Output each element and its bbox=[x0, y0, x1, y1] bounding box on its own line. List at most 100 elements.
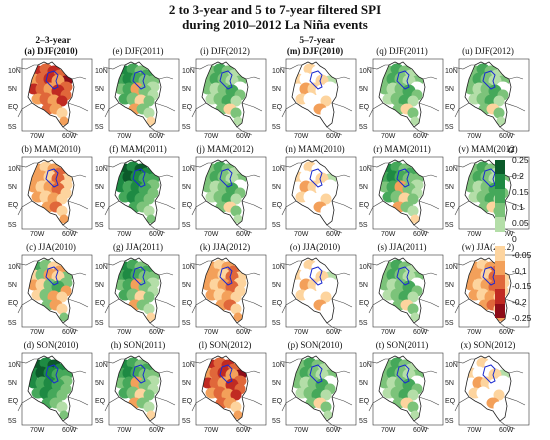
spi-cell bbox=[493, 95, 505, 107]
lon-tick-label: 60W bbox=[62, 427, 77, 434]
border-line bbox=[504, 200, 526, 210]
spi-cell bbox=[143, 107, 155, 119]
basin-outline bbox=[396, 364, 410, 384]
spi-map: 10N 5N EQ 5S 70W 60W bbox=[272, 352, 357, 434]
basin-outline bbox=[309, 70, 323, 90]
lon-tick-label: 70W bbox=[30, 231, 45, 238]
spi-cell bbox=[496, 116, 506, 126]
panel-title: (p) SON(2010) bbox=[287, 340, 343, 350]
title-line-2: during 2010–2012 La Niña events bbox=[182, 17, 368, 32]
lat-tick-label: 10N bbox=[445, 362, 458, 369]
spi-cell bbox=[143, 291, 155, 303]
lat-tick-label: 5N bbox=[95, 86, 104, 93]
border-line bbox=[326, 322, 343, 332]
spi-cell bbox=[143, 389, 155, 401]
lon-tick-label: 60W bbox=[499, 133, 514, 140]
lon-tick-label: 70W bbox=[204, 231, 219, 238]
spi-map: 10N 5N EQ 5S 70W 60W bbox=[182, 156, 267, 238]
colorbar-symbol: σ bbox=[508, 141, 515, 156]
lat-tick-label: 5S bbox=[95, 320, 104, 327]
border-line bbox=[279, 162, 302, 168]
spi-map: 10N 5N EQ 5S 70W 60W bbox=[272, 156, 357, 238]
group-label-5-7-year: 5–7-year bbox=[299, 36, 335, 46]
map-panel-g: (g) JJA(2011) 10N 5N EQ 5S 70W 60W bbox=[95, 242, 181, 342]
map-panel-j: (j) MAM(2012) 10N 5N EQ 5S 70W 60W bbox=[182, 144, 268, 244]
basin-outline bbox=[219, 266, 233, 286]
lon-tick-label: 60W bbox=[326, 329, 341, 336]
colorbar-segment bbox=[495, 174, 505, 190]
spi-cell bbox=[493, 401, 505, 413]
border-line bbox=[418, 396, 440, 406]
spi-map: 10N 5N EQ 5S 70W 60W bbox=[8, 58, 93, 140]
border-line bbox=[67, 298, 89, 308]
border-line bbox=[236, 126, 253, 136]
border-line bbox=[241, 200, 263, 210]
basin-outline bbox=[309, 266, 323, 286]
spi-cell bbox=[143, 193, 155, 205]
border-line bbox=[508, 370, 524, 374]
lat-tick-label: EQ bbox=[272, 300, 283, 307]
country-outline bbox=[378, 159, 426, 226]
spi-cell bbox=[230, 291, 242, 303]
spi-cell bbox=[56, 107, 68, 119]
border-line bbox=[504, 102, 526, 112]
border-line bbox=[279, 260, 302, 266]
spi-cell bbox=[323, 312, 333, 322]
lat-tick-label: EQ bbox=[182, 202, 193, 209]
border-line bbox=[366, 64, 389, 70]
border-line bbox=[452, 358, 475, 364]
lat-tick-label: 5S bbox=[445, 418, 454, 425]
border-line bbox=[331, 200, 353, 210]
panel-title: (u) DJF(2012) bbox=[462, 46, 514, 56]
lat-tick-label: 10N bbox=[95, 264, 108, 271]
border-line bbox=[102, 162, 125, 168]
lat-tick-label: 5S bbox=[359, 320, 368, 327]
border-line bbox=[335, 370, 351, 374]
border-line bbox=[326, 420, 343, 430]
lat-tick-label: EQ bbox=[182, 104, 193, 111]
basin-outline bbox=[309, 364, 323, 384]
border-line bbox=[326, 126, 343, 136]
lat-tick-label: 5S bbox=[272, 124, 281, 131]
country-outline bbox=[114, 257, 162, 324]
spi-cell bbox=[320, 107, 332, 119]
border-line bbox=[368, 102, 384, 118]
country-outline bbox=[464, 61, 512, 128]
map-panel-d: (d) SON(2010) 10N 5N EQ 5S 70W 60W bbox=[8, 340, 94, 440]
basin-outline bbox=[132, 70, 146, 90]
spi-map: 10N 5N EQ 5S 70W 60W bbox=[445, 352, 530, 434]
border-line bbox=[104, 102, 120, 118]
lat-tick-label: 5S bbox=[95, 124, 104, 131]
border-line bbox=[191, 396, 207, 412]
border-line bbox=[418, 200, 440, 210]
border-line bbox=[335, 76, 351, 80]
border-line bbox=[71, 76, 87, 80]
lon-tick-label: 70W bbox=[467, 329, 482, 336]
basin-outline bbox=[45, 168, 59, 188]
spi-cell bbox=[407, 303, 419, 315]
border-line bbox=[422, 174, 438, 178]
spi-map: 10N 5N EQ 5S 70W 60W bbox=[359, 352, 444, 434]
colorbar-tick-label: 0.15 bbox=[512, 186, 529, 197]
lat-tick-label: 5N bbox=[445, 282, 454, 289]
lat-tick-label: 10N bbox=[272, 68, 285, 75]
lon-tick-label: 60W bbox=[236, 133, 251, 140]
panel-title: (t) SON(2011) bbox=[375, 340, 429, 350]
lon-tick-label: 60W bbox=[62, 231, 77, 238]
lat-tick-label: 5N bbox=[359, 282, 368, 289]
lat-tick-label: 5N bbox=[8, 184, 17, 191]
colorbar-tick-label: -0.15 bbox=[512, 281, 532, 292]
panel-title: (b) MAM(2010) bbox=[21, 144, 81, 154]
panel-title: (s) JJA(2011) bbox=[377, 242, 427, 252]
map-panel-c: (c) JJA(2010) 10N 5N EQ 5S 70W 60W bbox=[8, 242, 94, 342]
spi-cell bbox=[56, 291, 68, 303]
border-line bbox=[281, 298, 297, 314]
basin-outline bbox=[482, 70, 496, 90]
map-panel-k: (k) JJA(2012) 10N 5N EQ 5S 70W 60W bbox=[182, 242, 268, 342]
border-line bbox=[241, 396, 263, 406]
lon-tick-label: 70W bbox=[117, 231, 132, 238]
spi-cell bbox=[323, 214, 333, 224]
country-outline bbox=[378, 257, 426, 324]
spi-map: 10N 5N EQ 5S 70W 60W bbox=[182, 58, 267, 140]
country-outline bbox=[114, 159, 162, 226]
